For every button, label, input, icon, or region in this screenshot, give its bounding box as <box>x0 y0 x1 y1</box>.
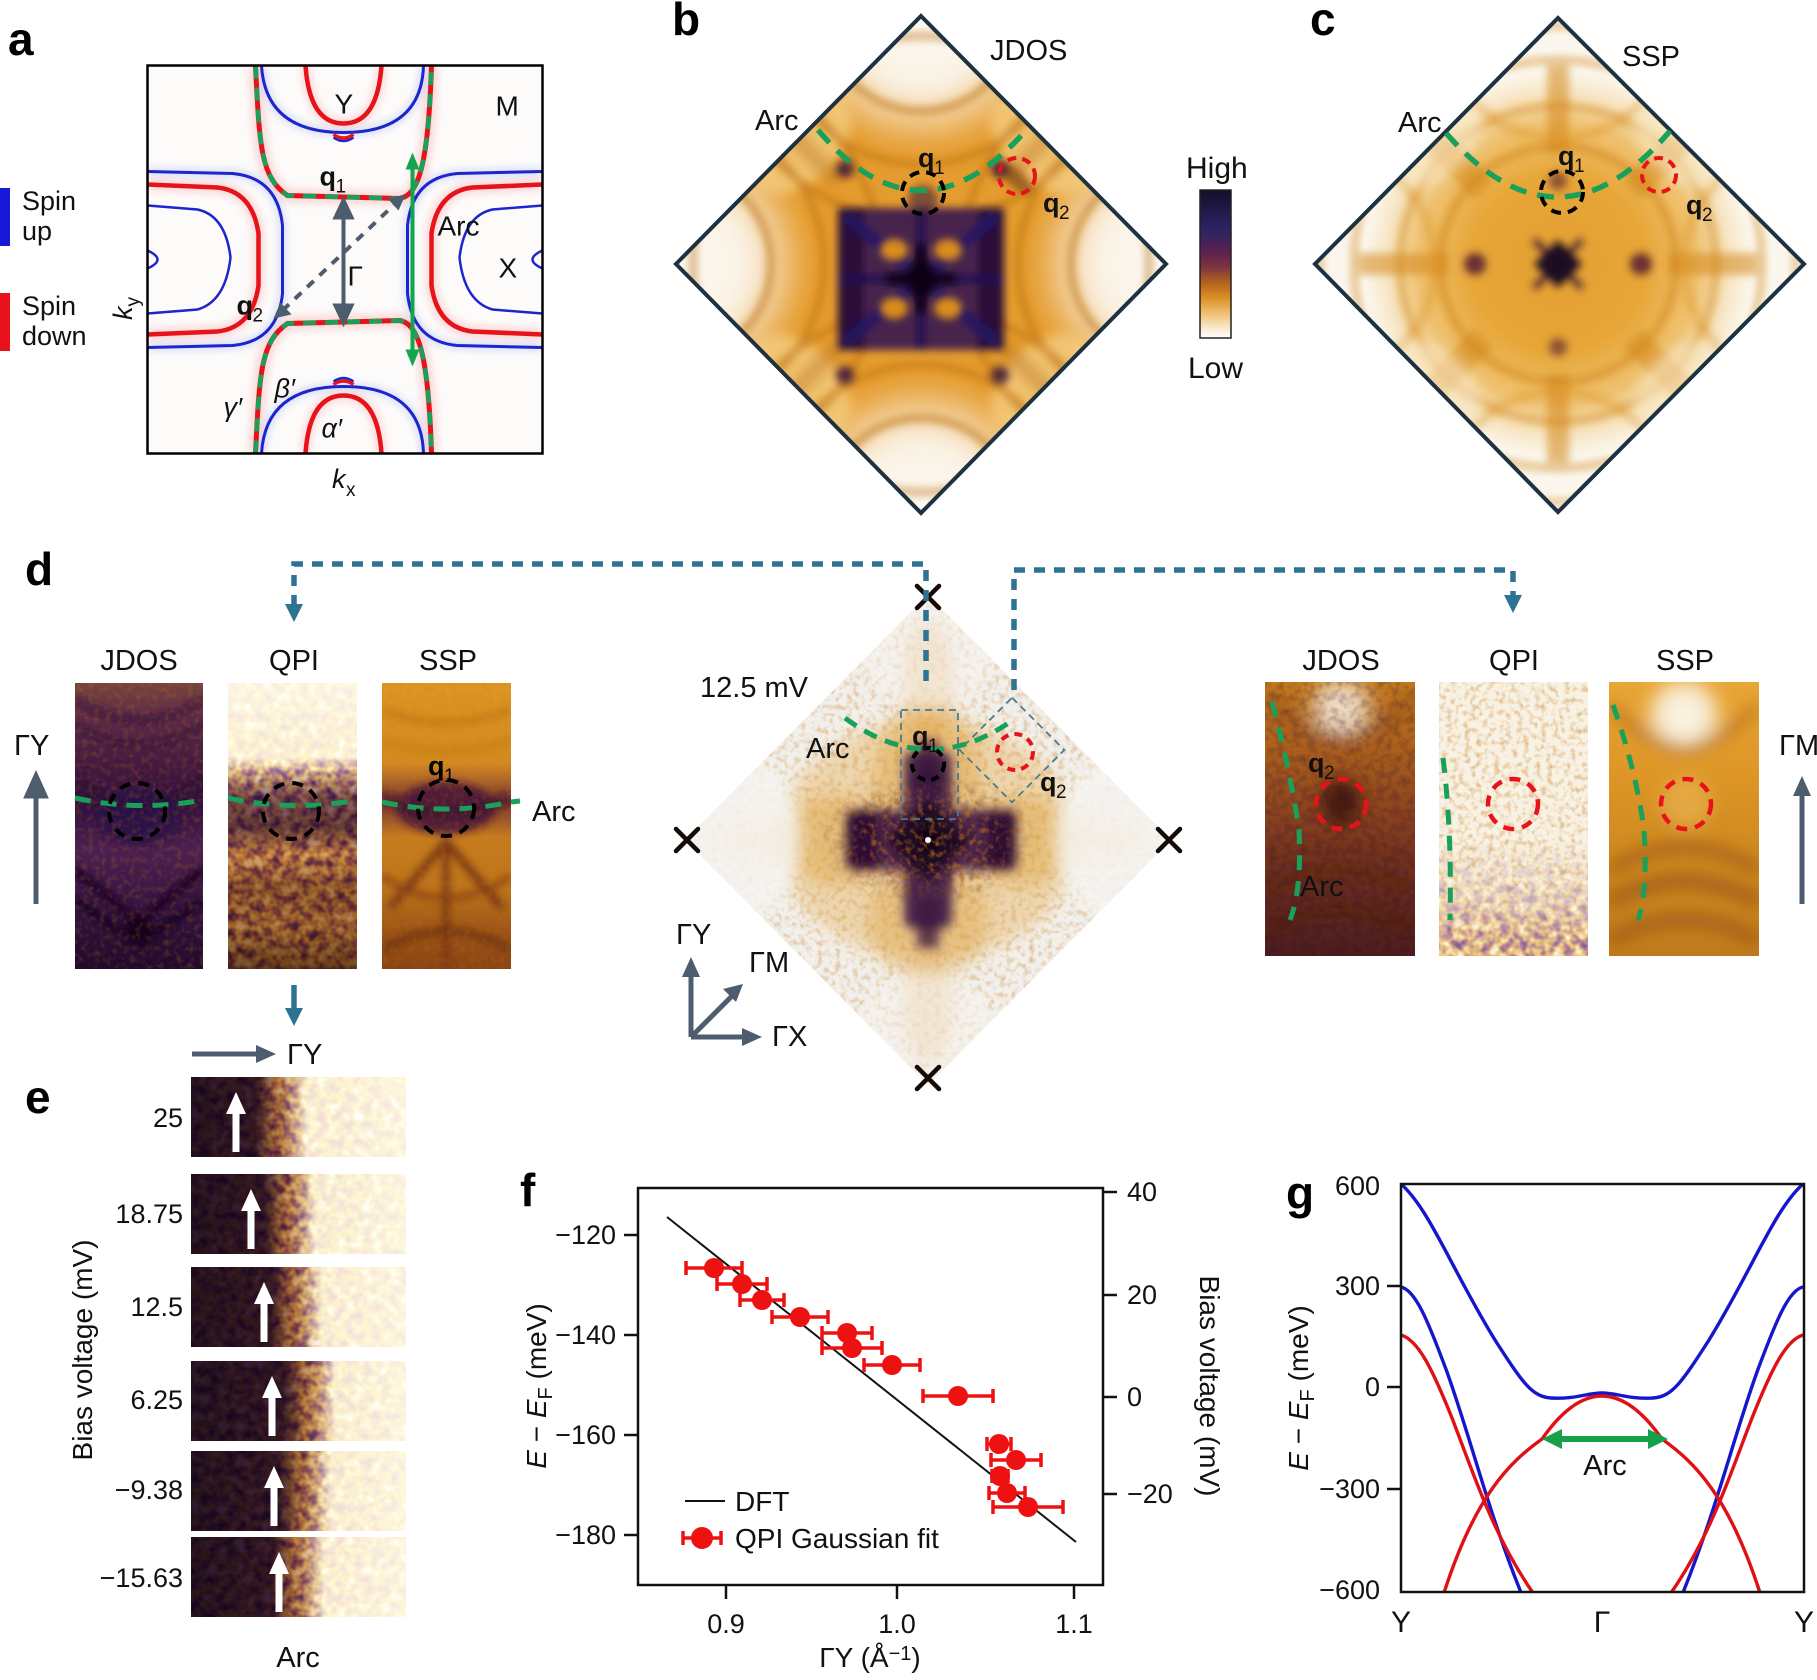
svg-text:QPI: QPI <box>269 645 319 677</box>
svg-text:SSP: SSP <box>419 645 477 677</box>
svg-text:Arc: Arc <box>806 733 850 765</box>
svg-text:q: q <box>918 143 935 173</box>
svg-text:−160: −160 <box>555 1420 616 1450</box>
svg-text:X: X <box>499 253 518 284</box>
svg-text:ΓM: ΓM <box>1779 730 1817 762</box>
svg-text:Y: Y <box>335 89 354 120</box>
svg-text:x: x <box>346 480 356 501</box>
svg-text:High: High <box>1186 152 1248 185</box>
svg-text:q: q <box>1040 767 1057 797</box>
svg-text:Arc: Arc <box>1300 871 1344 903</box>
svg-text:ΓM: ΓM <box>749 947 789 979</box>
svg-text:ΓX: ΓX <box>772 1021 807 1053</box>
svg-text:QPI: QPI <box>1489 645 1539 677</box>
svg-text:18.75: 18.75 <box>115 1199 183 1229</box>
svg-text:q: q <box>912 721 929 751</box>
svg-text:2: 2 <box>1056 782 1067 803</box>
svg-text:2: 2 <box>253 306 264 327</box>
svg-text:−180: −180 <box>555 1520 616 1550</box>
svg-text:Arc: Arc <box>755 105 799 137</box>
svg-text:ΓY: ΓY <box>14 730 49 762</box>
svg-text:Γ: Γ <box>348 261 363 292</box>
svg-text:γ′: γ′ <box>224 393 244 423</box>
svg-text:DFT: DFT <box>735 1486 789 1517</box>
svg-text:q: q <box>1308 748 1325 778</box>
svg-text:0: 0 <box>1365 1372 1380 1402</box>
svg-text:−140: −140 <box>555 1320 616 1350</box>
svg-text:Γ: Γ <box>1594 1606 1611 1639</box>
svg-text:q: q <box>428 751 445 781</box>
svg-text:−120: −120 <box>555 1220 616 1250</box>
svg-text:1: 1 <box>928 736 939 757</box>
svg-text:Arc: Arc <box>276 1642 320 1674</box>
svg-text:1.0: 1.0 <box>878 1609 916 1639</box>
svg-text:q: q <box>320 162 337 192</box>
svg-text:E − EF (meV): E − EF (meV) <box>1283 1305 1319 1471</box>
svg-text:SSP: SSP <box>1622 41 1680 73</box>
svg-text:JDOS: JDOS <box>100 645 177 677</box>
svg-text:q: q <box>1043 188 1060 218</box>
svg-text:6.25: 6.25 <box>130 1385 183 1415</box>
svg-text:0.9: 0.9 <box>707 1609 745 1639</box>
svg-text:up: up <box>22 216 52 246</box>
svg-text:300: 300 <box>1335 1271 1380 1301</box>
svg-text:−300: −300 <box>1319 1474 1380 1504</box>
svg-text:Arc: Arc <box>1398 107 1442 139</box>
svg-text:600: 600 <box>1335 1171 1380 1201</box>
svg-text:q: q <box>1558 141 1575 171</box>
svg-text:SSP: SSP <box>1656 645 1714 677</box>
svg-text:2: 2 <box>1059 203 1070 224</box>
svg-text:25: 25 <box>153 1103 183 1133</box>
svg-text:Spin: Spin <box>22 291 76 321</box>
svg-text:α′: α′ <box>322 414 343 444</box>
svg-text:Bias voltage (mV): Bias voltage (mV) <box>67 1240 98 1461</box>
svg-text:q: q <box>1686 190 1703 220</box>
svg-text:−20: −20 <box>1127 1479 1173 1509</box>
svg-text:Spin: Spin <box>22 186 76 216</box>
svg-text:1: 1 <box>444 766 455 787</box>
svg-text:M: M <box>496 91 519 122</box>
svg-text:q: q <box>237 291 254 321</box>
svg-text:2: 2 <box>1324 763 1335 784</box>
svg-text:Arc: Arc <box>1583 1450 1627 1482</box>
svg-text:ΓY: ΓY <box>287 1039 322 1071</box>
svg-text:Y: Y <box>1391 1606 1411 1639</box>
svg-text:β′: β′ <box>274 374 296 404</box>
svg-text:Arc: Arc <box>532 796 576 828</box>
svg-text:Y: Y <box>1794 1606 1814 1639</box>
svg-text:E − EF (meV): E − EF (meV) <box>521 1303 557 1469</box>
svg-text:12.5 mV: 12.5 mV <box>700 672 809 704</box>
svg-text:JDOS: JDOS <box>1302 645 1379 677</box>
svg-text:1: 1 <box>336 177 347 198</box>
svg-text:0: 0 <box>1127 1382 1142 1412</box>
svg-text:ΓY (Å−1): ΓY (Å−1) <box>819 1642 921 1673</box>
svg-text:ky: ky <box>108 297 144 321</box>
svg-text:1: 1 <box>934 158 945 179</box>
svg-text:20: 20 <box>1127 1280 1157 1310</box>
svg-text:1.1: 1.1 <box>1055 1609 1093 1639</box>
svg-text:−9.38: −9.38 <box>115 1475 183 1505</box>
svg-text:QPI Gaussian fit: QPI Gaussian fit <box>735 1523 939 1554</box>
svg-text:40: 40 <box>1127 1177 1157 1207</box>
svg-text:ΓY: ΓY <box>676 919 711 951</box>
svg-text:1: 1 <box>1574 156 1585 177</box>
svg-text:JDOS: JDOS <box>990 35 1067 67</box>
svg-text:−600: −600 <box>1319 1575 1380 1605</box>
svg-text:2: 2 <box>1702 205 1713 226</box>
svg-text:12.5: 12.5 <box>130 1292 183 1322</box>
svg-text:down: down <box>22 321 87 351</box>
svg-text:Low: Low <box>1188 352 1243 385</box>
svg-text:Bias voltage (mV): Bias voltage (mV) <box>1194 1276 1225 1497</box>
svg-text:k: k <box>332 464 347 494</box>
svg-text:Arc: Arc <box>438 211 480 242</box>
svg-text:−15.63: −15.63 <box>100 1563 183 1593</box>
